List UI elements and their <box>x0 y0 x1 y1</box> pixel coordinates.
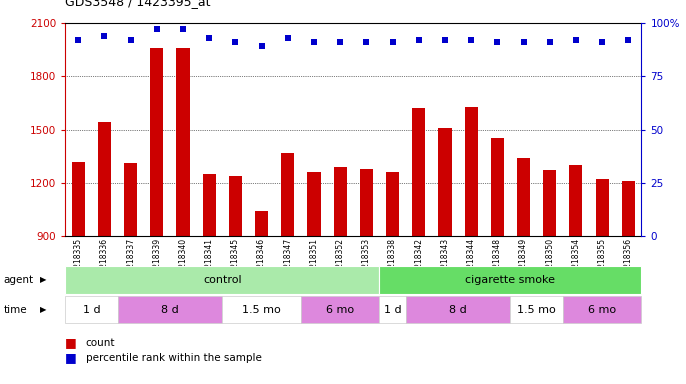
Bar <box>281 153 294 236</box>
Text: GDS3548 / 1423395_at: GDS3548 / 1423395_at <box>65 0 211 8</box>
Text: 8 d: 8 d <box>449 305 467 314</box>
Text: control: control <box>203 275 241 285</box>
Bar <box>464 106 477 236</box>
Text: 1 d: 1 d <box>383 305 401 314</box>
Bar <box>301 296 379 323</box>
Bar <box>563 296 641 323</box>
Bar <box>72 162 85 236</box>
Bar <box>379 266 641 294</box>
Text: agent: agent <box>3 275 34 285</box>
Bar <box>117 296 222 323</box>
Bar <box>222 296 301 323</box>
Bar <box>98 122 111 236</box>
Bar <box>176 48 189 236</box>
Text: time: time <box>3 305 27 314</box>
Text: ▶: ▶ <box>40 305 47 314</box>
Text: 6 mo: 6 mo <box>326 305 354 314</box>
Bar <box>438 128 451 236</box>
Text: 1 d: 1 d <box>82 305 100 314</box>
Bar <box>595 179 608 236</box>
Bar <box>510 296 563 323</box>
Text: count: count <box>86 338 115 348</box>
Text: 6 mo: 6 mo <box>588 305 616 314</box>
Bar <box>307 172 320 236</box>
Text: ▶: ▶ <box>40 275 47 285</box>
Bar <box>379 296 405 323</box>
Bar <box>65 266 379 294</box>
Bar <box>543 170 556 236</box>
Bar <box>229 176 242 236</box>
Text: 1.5 mo: 1.5 mo <box>242 305 281 314</box>
Bar <box>255 211 268 236</box>
Bar <box>517 158 530 236</box>
Text: 1.5 mo: 1.5 mo <box>517 305 556 314</box>
Bar <box>405 296 510 323</box>
Text: ■: ■ <box>65 336 77 349</box>
Bar <box>202 174 216 236</box>
Bar <box>150 48 163 236</box>
Bar <box>124 163 137 236</box>
Bar <box>622 181 635 236</box>
Text: cigarette smoke: cigarette smoke <box>465 275 556 285</box>
Bar <box>360 169 373 236</box>
Text: 8 d: 8 d <box>161 305 179 314</box>
Bar <box>569 165 582 236</box>
Bar <box>333 167 346 236</box>
Bar <box>65 296 117 323</box>
Bar <box>412 108 425 236</box>
Text: percentile rank within the sample: percentile rank within the sample <box>86 353 261 363</box>
Bar <box>490 139 504 236</box>
Text: ■: ■ <box>65 351 77 364</box>
Bar <box>386 172 399 236</box>
